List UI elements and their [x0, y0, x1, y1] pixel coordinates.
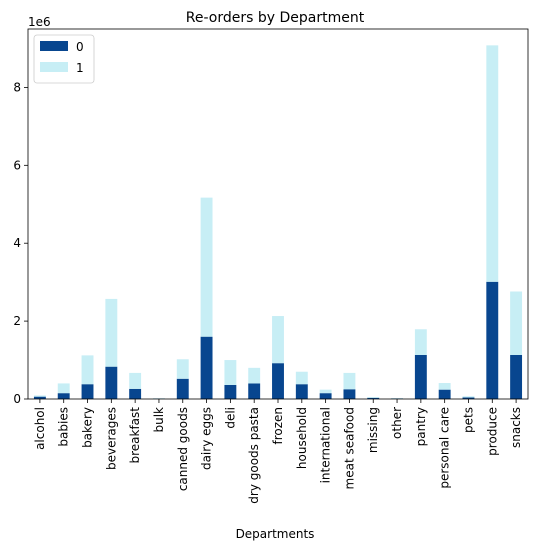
bar-meat-seafood-series-0 [343, 389, 355, 399]
bar-babies-series-0 [58, 393, 70, 399]
x-tick-label: babies [57, 407, 71, 447]
bar-pets-series-1 [463, 396, 475, 397]
x-tick-label: pantry [414, 407, 428, 446]
bar-international-series-0 [320, 393, 332, 399]
bar-deli-series-0 [224, 385, 236, 399]
bar-missing-series-1 [367, 397, 379, 398]
bar-produce-series-0 [486, 282, 498, 399]
y-tick-label: 8 [13, 80, 21, 94]
legend-swatch [40, 62, 68, 72]
x-tick-label: bulk [152, 407, 166, 433]
x-tick-label: frozen [271, 407, 285, 445]
bar-dry-goods-pasta-series-1 [248, 368, 260, 384]
bar-snacks-series-1 [510, 292, 522, 355]
bar-personal-care-series-0 [439, 390, 451, 399]
x-tick-label: international [319, 407, 333, 483]
x-tick-label: missing [366, 407, 380, 453]
x-tick-label: produce [485, 407, 499, 456]
bar-household-series-0 [296, 384, 308, 399]
bar-deli-series-1 [224, 360, 236, 385]
x-tick-label: bakery [81, 407, 95, 448]
x-tick-label: canned goods [176, 407, 190, 491]
bar-pantry-series-0 [415, 355, 427, 399]
bar-frozen-series-1 [272, 316, 284, 363]
y-tick-label: 2 [13, 314, 21, 328]
legend-swatch [40, 41, 68, 51]
bar-beverages-series-1 [105, 299, 117, 367]
bar-meat-seafood-series-1 [343, 373, 355, 389]
x-tick-label: breakfast [128, 407, 142, 464]
y-tick-label: 4 [13, 236, 21, 250]
bar-international-series-1 [320, 390, 332, 394]
x-tick-label: snacks [509, 407, 523, 448]
y-tick-label: 0 [13, 392, 21, 406]
chart-title: Re-orders by Department [186, 10, 365, 26]
bar-snacks-series-0 [510, 355, 522, 399]
bar-breakfast-series-1 [129, 373, 141, 389]
x-tick-label: other [390, 407, 404, 439]
bar-breakfast-series-0 [129, 389, 141, 399]
bar-personal-care-series-1 [439, 383, 451, 390]
x-tick-label: dairy eggs [200, 407, 214, 470]
x-axis: alcohol babies bakery beverages breakfast bul… [33, 399, 523, 504]
x-tick-label: deli [223, 407, 237, 429]
bar-canned-goods-series-1 [177, 359, 189, 378]
bar-bakery-series-0 [82, 384, 94, 399]
bar-beverages-series-0 [105, 367, 117, 399]
bar-bakery-series-1 [82, 355, 94, 384]
y-axis: 0 2 4 6 8 [13, 80, 28, 406]
bar-produce-series-1 [486, 45, 498, 281]
bar-household-series-1 [296, 372, 308, 384]
x-tick-label: meat seafood [342, 407, 356, 489]
x-tick-label: household [295, 407, 309, 469]
y-tick-label: 6 [13, 158, 21, 172]
x-tick-label: alcohol [33, 407, 47, 450]
x-tick-label: beverages [104, 407, 118, 470]
legend-label: 0 [76, 40, 84, 54]
bar-pantry-series-1 [415, 329, 427, 355]
bar-dairy-eggs-series-0 [201, 337, 213, 399]
bar-canned-goods-series-0 [177, 379, 189, 399]
bar-alcohol-series-1 [34, 395, 46, 396]
bars-layer [34, 45, 522, 399]
legend-label: 1 [76, 61, 84, 75]
legend: 01 [34, 35, 94, 83]
x-tick-label: pets [461, 407, 475, 433]
bar-dairy-eggs-series-1 [201, 198, 213, 337]
bar-babies-series-1 [58, 383, 70, 393]
bar-frozen-series-0 [272, 363, 284, 399]
y-axis-offset-text: 1e6 [28, 15, 51, 29]
x-axis-label: Departments [236, 527, 315, 541]
x-tick-label: dry goods pasta [247, 407, 261, 504]
x-tick-label: personal care [438, 407, 452, 489]
bar-dry-goods-pasta-series-0 [248, 383, 260, 399]
